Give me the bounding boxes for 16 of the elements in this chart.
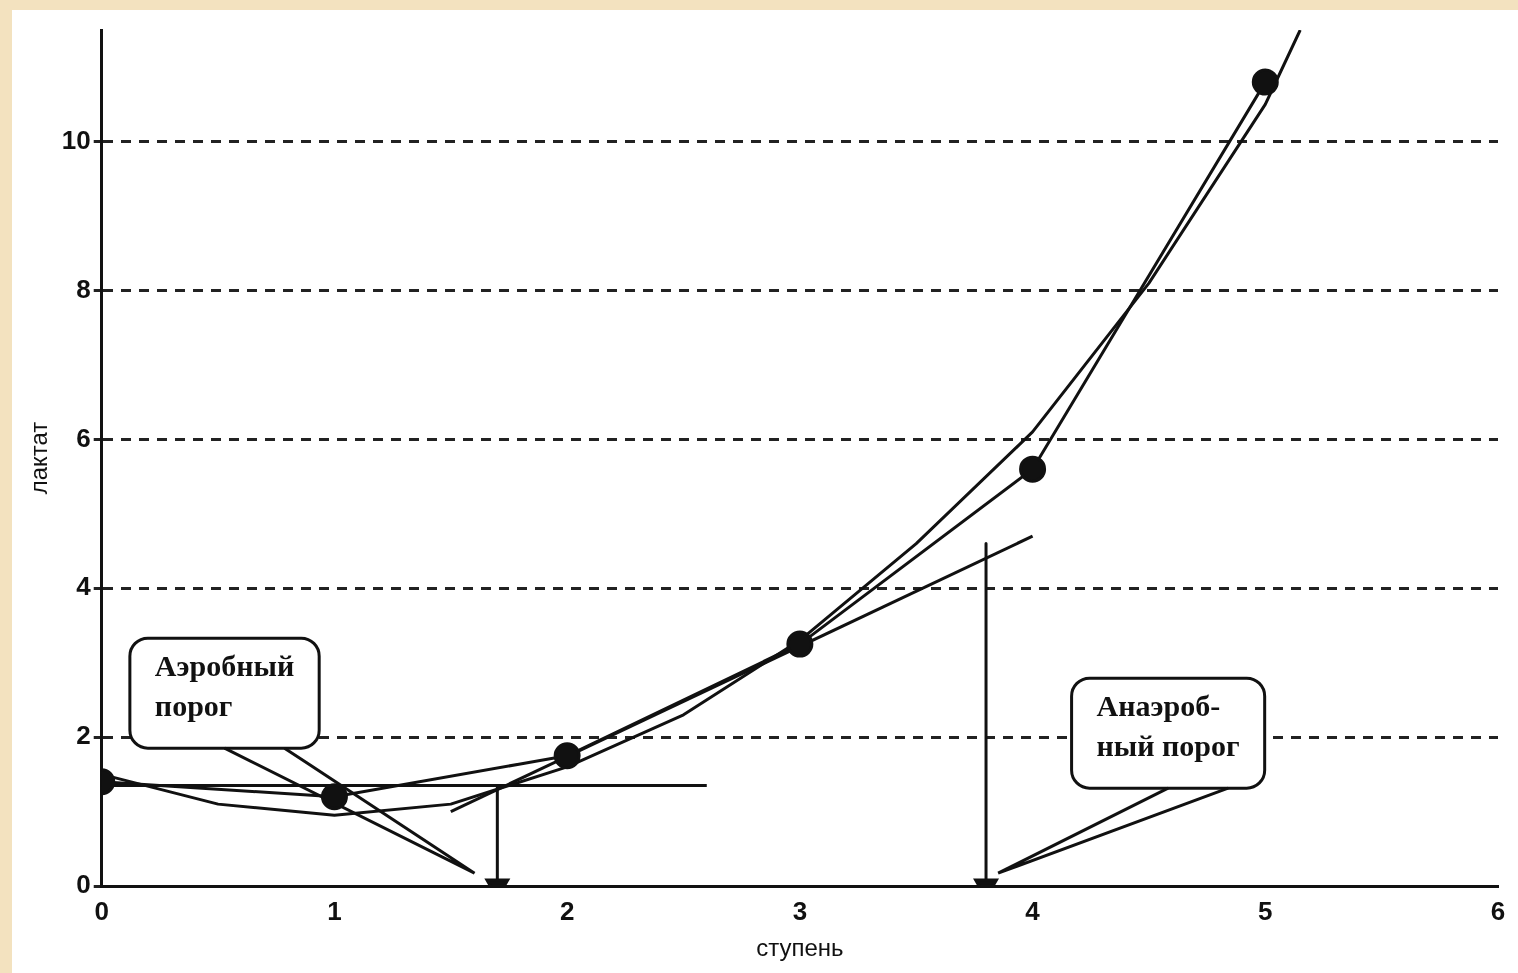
x-tick-label: 5 xyxy=(1258,895,1273,926)
annotation: Аэробный порог xyxy=(154,648,295,722)
y-tick-label: 8 xyxy=(76,273,91,304)
y-tick-label: 6 xyxy=(76,422,91,453)
x-tick-label: 6 xyxy=(1490,895,1506,926)
x-tick-label: 4 xyxy=(1025,895,1041,926)
y-tick-label: 4 xyxy=(76,571,92,602)
y-axis-title: лактат xyxy=(25,421,53,495)
x-tick-label: 1 xyxy=(327,895,342,926)
x-axis-title: ступень xyxy=(756,934,844,962)
x-tick-label: 3 xyxy=(792,895,808,926)
annotation: Анаэроб- ный порог xyxy=(1096,688,1240,762)
y-tick-label: 0 xyxy=(76,869,91,900)
x-tick-label: 2 xyxy=(559,895,575,926)
y-tick-label: 10 xyxy=(61,124,91,155)
y-tick-label: 2 xyxy=(76,720,91,751)
